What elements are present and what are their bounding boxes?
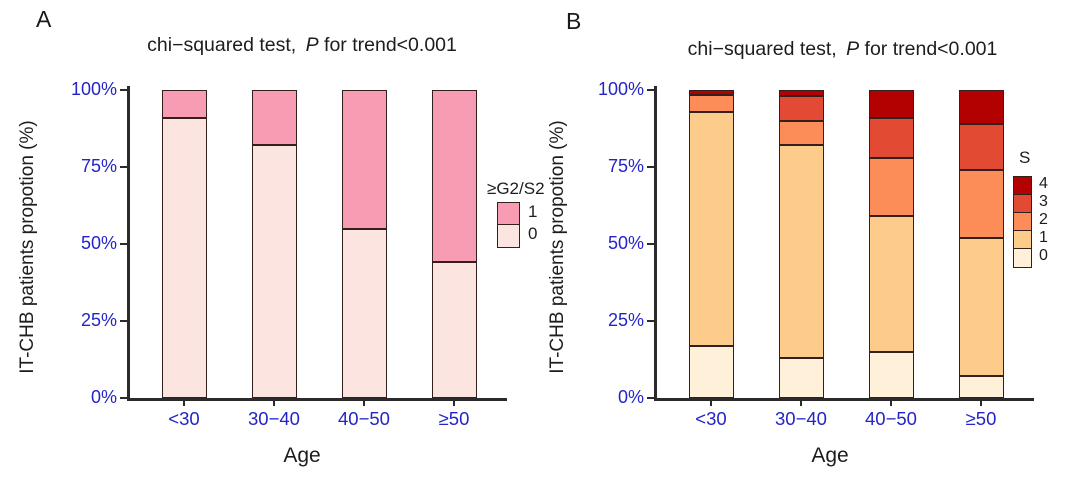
bar-segment-A-30−40-s1 [251, 90, 297, 146]
panel-a-legend-title: ≥G2/S2 [487, 179, 545, 198]
y-tick-mark [120, 166, 127, 168]
y-tick-mark [647, 166, 654, 168]
bar-segment-A-≥50-s1 [431, 90, 477, 263]
title-suffix: for trend<0.001 [859, 38, 998, 60]
y-tick-mark [120, 243, 127, 245]
panel-a-label: A [36, 6, 52, 32]
x-tick-mark [273, 400, 275, 406]
legend-item-label-4: 4 [1039, 175, 1048, 193]
x-axis-line [654, 398, 1034, 401]
legend-item-label-0: 0 [1039, 247, 1048, 265]
bar-segment-B-40−50-s4 [868, 90, 914, 118]
title-suffix: for trend<0.001 [318, 34, 457, 56]
x-tick-label: 30−40 [248, 408, 300, 429]
x-tick-mark [710, 400, 712, 406]
bar-segment-B-<30-s2 [688, 94, 734, 112]
bar-segment-B-40−50-s2 [868, 157, 914, 217]
y-tick-label: 25% [607, 310, 644, 330]
bar-segment-B-<30-s0 [688, 345, 734, 398]
y-tick-mark [647, 320, 654, 322]
bar-segment-A-<30-s0 [161, 117, 207, 398]
x-tick-mark [453, 400, 455, 406]
y-tick-mark [120, 397, 127, 399]
bar-segment-B-≥50-s0 [958, 376, 1004, 398]
panel-b-chart-title: chi−squared test, P for trend<0.001 [650, 38, 1035, 61]
x-tick-label: <30 [168, 408, 200, 429]
y-tick-label: 0% [90, 387, 117, 407]
legend-swatch-2 [1013, 212, 1032, 232]
legend-item-label-2: 2 [1039, 211, 1048, 229]
legend-item-label-0: 0 [528, 224, 538, 244]
x-tick-label: <30 [695, 408, 727, 429]
legend-item-label-1: 1 [528, 202, 538, 222]
bar-segment-B-40−50-s3 [868, 117, 914, 158]
bar-segment-B-≥50-s2 [958, 170, 1004, 238]
x-tick-label: 40−50 [865, 408, 917, 429]
bar-segment-B-40−50-s1 [868, 216, 914, 352]
x-tick-mark [980, 400, 982, 406]
y-tick-mark [120, 89, 127, 91]
x-tick-mark [363, 400, 365, 406]
bar-segment-B-30−40-s1 [778, 145, 824, 358]
panel-b-legend-title: S [1019, 148, 1031, 167]
y-axis-line [654, 86, 657, 400]
legend-item-label-1: 1 [1039, 229, 1048, 247]
title-italic-p: P [305, 34, 319, 56]
title-prefix: chi−squared test, [687, 38, 843, 60]
title-italic-p: P [846, 38, 860, 60]
legend-swatch-1 [1013, 230, 1032, 250]
legend-swatch-0 [1013, 248, 1032, 268]
legend-swatch-0 [497, 224, 520, 248]
y-tick-label: 75% [80, 156, 117, 176]
legend-swatch-1 [497, 202, 520, 226]
panel-a-x-axis-label: Age [283, 444, 321, 467]
bar-segment-B-30−40-s0 [778, 357, 824, 398]
x-tick-label: 40−50 [338, 408, 390, 429]
bar-segment-B-<30-s4 [688, 90, 734, 95]
y-axis-line [127, 86, 130, 400]
x-tick-label: 30−40 [775, 408, 827, 429]
bar-segment-B-≥50-s4 [958, 90, 1004, 124]
bar-segment-A-≥50-s0 [431, 262, 477, 398]
y-tick-mark [647, 397, 654, 399]
panel-b-x-axis-label: Age [811, 444, 849, 467]
y-tick-label: 50% [607, 233, 644, 253]
y-tick-mark [647, 243, 654, 245]
bar-segment-B-30−40-s2 [778, 120, 824, 146]
x-tick-mark [183, 400, 185, 406]
x-tick-mark [890, 400, 892, 406]
bar-segment-B-40−50-s0 [868, 351, 914, 398]
x-axis-line [127, 398, 507, 401]
y-tick-mark [120, 320, 127, 322]
legend-item-label-3: 3 [1039, 193, 1048, 211]
bar-segment-A-40−50-s0 [341, 228, 387, 398]
x-tick-label: ≥50 [965, 408, 997, 429]
panel-b-y-axis-label: IT-CHB patients propotion (%) [547, 120, 568, 374]
panel-b-label: B [566, 8, 582, 34]
legend-swatch-4 [1013, 176, 1032, 196]
bar-segment-B-<30-s1 [688, 111, 734, 346]
x-tick-mark [800, 400, 802, 406]
bar-segment-B-30−40-s4 [778, 90, 824, 97]
bar-segment-B-≥50-s3 [958, 123, 1004, 171]
legend-swatch-3 [1013, 194, 1032, 214]
bar-segment-A-<30-s1 [161, 90, 207, 118]
y-tick-label: 50% [80, 233, 117, 253]
bar-segment-B-≥50-s1 [958, 237, 1004, 377]
panel-a-chart-title: chi−squared test, P for trend<0.001 [112, 34, 492, 57]
y-tick-mark [647, 89, 654, 91]
y-tick-label: 75% [607, 156, 644, 176]
panel-a-y-axis-label: IT-CHB patients propotion (%) [17, 120, 38, 374]
title-prefix: chi−squared test, [147, 34, 302, 56]
y-tick-label: 25% [80, 310, 117, 330]
bar-segment-A-30−40-s0 [251, 145, 297, 398]
y-tick-label: 100% [597, 79, 644, 99]
x-tick-label: ≥50 [438, 408, 470, 429]
bar-segment-A-40−50-s1 [341, 90, 387, 229]
bar-segment-B-30−40-s3 [778, 96, 824, 121]
y-tick-label: 0% [617, 387, 644, 407]
y-tick-label: 100% [70, 79, 117, 99]
